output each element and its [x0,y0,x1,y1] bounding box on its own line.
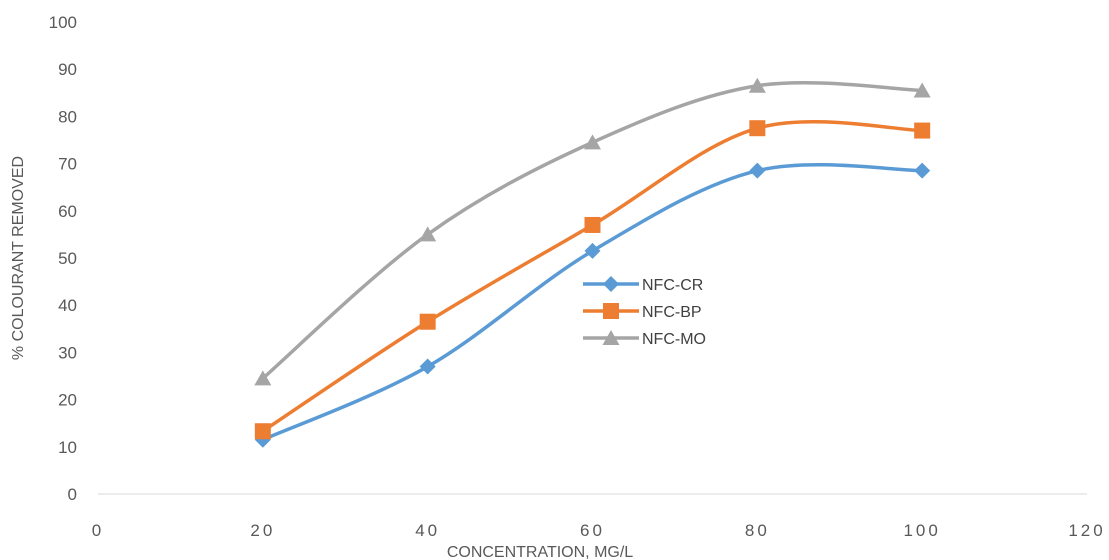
legend-label: NFC-CR [642,277,703,294]
y-tick-label: 80 [58,107,77,126]
y-tick-label: 60 [58,202,77,221]
y-axis-ticks: 0 10 20 30 40 50 60 70 80 90 100 [49,13,77,504]
legend-marker-nfc-mo [602,330,620,345]
y-tick-label: 10 [58,438,77,457]
legend-marker-nfc-cr [603,276,619,292]
data-point-nfc-mo [254,370,272,386]
legend-marker-nfc-bp [603,303,619,319]
y-tick-label: 40 [58,296,77,315]
series-line-nfc-cr [261,163,924,442]
legend: NFC-CR NFC-BP NFC-MO [583,276,706,348]
y-tick-label: 70 [58,155,77,174]
data-point-nfc-mo [913,82,931,98]
data-point-nfc-cr [419,358,436,375]
data-point-nfc-bp [749,120,766,137]
x-tick-label: 100 [903,521,940,540]
data-point-nfc-bp [914,122,931,139]
data-point-nfc-cr [584,242,601,259]
x-tick-label: 0 [92,521,104,540]
data-point-nfc-mo [584,134,601,150]
y-tick-label: 50 [58,249,77,268]
series-line-nfc-bp [261,119,924,433]
x-tick-label: 80 [745,521,770,540]
y-tick-label: 20 [58,391,77,410]
x-tick-label: 60 [580,521,605,540]
data-point-nfc-bp [419,313,436,330]
x-tick-label: 40 [415,521,440,540]
x-tick-label: 120 [1068,521,1105,540]
y-axis-title: % COLOURANT REMOVED [10,156,27,360]
x-tick-label: 20 [250,521,275,540]
series-markers [254,77,931,448]
y-tick-label: 0 [68,485,77,504]
data-point-nfc-bp [584,216,601,233]
data-point-nfc-mo [748,77,766,93]
y-tick-label: 100 [49,13,77,32]
data-point-nfc-bp [254,423,271,440]
y-tick-label: 30 [58,343,77,362]
data-point-nfc-cr [749,162,766,179]
legend-label: NFC-MO [642,331,706,348]
legend-label: NFC-BP [642,304,702,321]
x-axis-title: CONCENTRATION, MG/L [447,544,633,560]
data-point-nfc-cr [914,162,931,179]
data-point-nfc-mo [419,226,437,242]
y-tick-label: 90 [58,60,77,79]
x-axis-ticks: 0 20 40 60 80 100 120 [92,521,1105,540]
